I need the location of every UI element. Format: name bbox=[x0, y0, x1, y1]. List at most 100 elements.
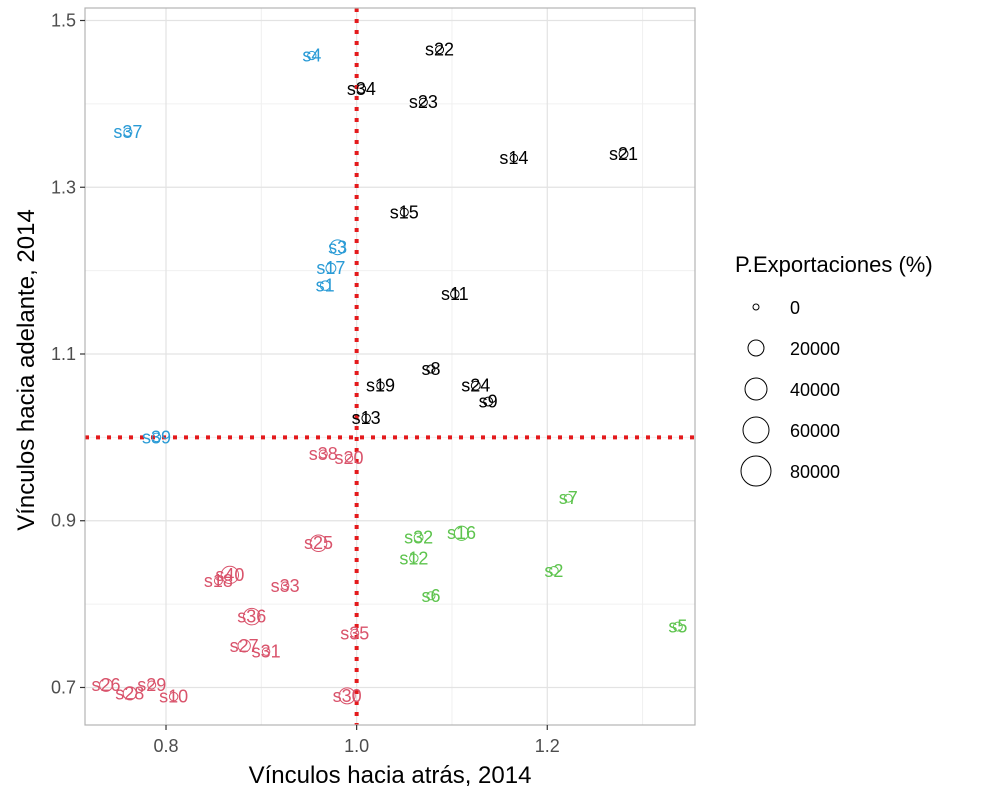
legend-label: 20000 bbox=[790, 339, 840, 359]
point-label: s33 bbox=[271, 576, 300, 596]
point-label: s12 bbox=[399, 548, 428, 568]
point-label: s16 bbox=[447, 523, 476, 543]
legend-label: 0 bbox=[790, 298, 800, 318]
data-point bbox=[123, 127, 133, 137]
point-label: s29 bbox=[137, 675, 166, 695]
data-point bbox=[350, 628, 360, 638]
point-label: s36 bbox=[237, 607, 266, 627]
data-point bbox=[280, 581, 290, 590]
point-label: s35 bbox=[340, 623, 369, 643]
point-label: s28 bbox=[115, 683, 144, 703]
plot-panel bbox=[85, 8, 695, 725]
y-tick-label: 0.7 bbox=[51, 677, 76, 697]
legend-title: P.Exportaciones (%) bbox=[735, 252, 933, 277]
size-legend: P.Exportaciones (%) 0 20000 40000 60000 8000… bbox=[735, 252, 933, 487]
point-label: s19 bbox=[366, 376, 395, 396]
data-point bbox=[329, 239, 346, 256]
data-point bbox=[509, 153, 519, 163]
data-point bbox=[672, 621, 683, 632]
point-label: s3 bbox=[328, 237, 347, 257]
point-label: s25 bbox=[304, 533, 333, 553]
point-label: s23 bbox=[409, 92, 438, 112]
data-point bbox=[435, 45, 445, 55]
point-label: s31 bbox=[252, 642, 281, 662]
point-label: s14 bbox=[499, 148, 528, 168]
point-label: s10 bbox=[159, 687, 188, 707]
point-label: s8 bbox=[421, 359, 440, 379]
point-label: s21 bbox=[609, 144, 638, 164]
point-label: s2 bbox=[544, 561, 563, 581]
point-label: s30 bbox=[333, 686, 362, 706]
point-label: s17 bbox=[316, 258, 345, 278]
data-point bbox=[549, 566, 559, 576]
data-point bbox=[426, 364, 436, 374]
y-tick-label: 1.1 bbox=[51, 344, 76, 364]
data-point bbox=[426, 591, 436, 601]
grid bbox=[85, 8, 695, 725]
y-tick-label: 0.9 bbox=[51, 511, 76, 531]
y-axis-title: Vínculos hacia adelante, 2014 bbox=[13, 209, 40, 531]
point-label: s26 bbox=[91, 675, 120, 695]
y-tick-label: 1.5 bbox=[51, 11, 76, 31]
data-point bbox=[220, 565, 240, 585]
legend-label: 60000 bbox=[790, 421, 840, 441]
data-point bbox=[325, 262, 337, 274]
data-point bbox=[618, 148, 629, 159]
legend-key-circle bbox=[740, 455, 772, 487]
data-point bbox=[243, 607, 261, 626]
x-tick-label: 0.8 bbox=[154, 736, 179, 756]
legend-key-circle bbox=[752, 303, 760, 311]
legend-label: 80000 bbox=[790, 462, 840, 482]
data-point bbox=[409, 553, 419, 563]
data-point bbox=[319, 280, 331, 291]
data-point bbox=[450, 289, 460, 299]
data-point bbox=[418, 97, 428, 107]
data-point bbox=[213, 576, 223, 586]
data-point bbox=[356, 84, 367, 94]
data-point bbox=[376, 381, 385, 390]
data-point bbox=[563, 493, 573, 503]
point-label: s27 bbox=[230, 636, 259, 656]
data-point bbox=[168, 691, 179, 702]
point-label: s22 bbox=[425, 40, 454, 60]
point-label: s7 bbox=[559, 488, 578, 508]
y-tick-label: 1.3 bbox=[51, 177, 76, 197]
data-point bbox=[470, 380, 481, 391]
reference-lines bbox=[85, 8, 695, 725]
data-point bbox=[361, 413, 371, 423]
x-axis-title: Vínculos hacia atrás, 2014 bbox=[249, 762, 532, 789]
point-label: s20 bbox=[335, 448, 364, 468]
data-point bbox=[413, 532, 424, 543]
data-point bbox=[151, 432, 162, 443]
point-label: s1 bbox=[316, 276, 335, 296]
data-point bbox=[338, 687, 356, 705]
axis-ticks: 0.8 1.0 1.2 0.7 0.9 1.1 1.3 1.5 bbox=[51, 11, 560, 756]
data-point bbox=[318, 449, 328, 459]
data-point bbox=[261, 647, 271, 656]
data-point bbox=[147, 680, 157, 690]
data-point bbox=[307, 50, 317, 61]
data-point bbox=[399, 207, 409, 217]
point-label: s34 bbox=[347, 79, 376, 99]
point-label: s32 bbox=[404, 527, 433, 547]
panel-border bbox=[84, 7, 696, 726]
data-point bbox=[99, 678, 113, 692]
data-point bbox=[483, 396, 494, 407]
data-point bbox=[237, 639, 251, 653]
point-label: s15 bbox=[390, 202, 419, 222]
point-label: s39 bbox=[142, 427, 171, 447]
point-label: s18 bbox=[204, 571, 233, 591]
point-label: s5 bbox=[668, 617, 687, 637]
legend-key-circle bbox=[744, 377, 768, 401]
legend-label: 40000 bbox=[790, 380, 840, 400]
data-point bbox=[309, 534, 328, 553]
legend-key-circle bbox=[747, 339, 765, 357]
x-tick-label: 1.2 bbox=[535, 736, 560, 756]
point-label: s37 bbox=[113, 122, 142, 142]
data-point bbox=[453, 525, 470, 541]
point-label: s9 bbox=[479, 392, 498, 412]
point-label: s24 bbox=[461, 376, 490, 396]
point-label: s38 bbox=[309, 444, 338, 464]
